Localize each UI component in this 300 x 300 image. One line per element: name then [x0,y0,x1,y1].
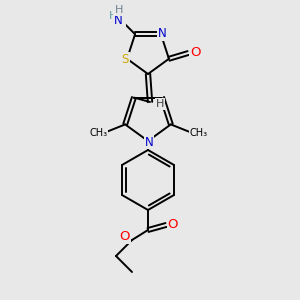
Text: CH₃: CH₃ [190,128,208,138]
Text: N: N [114,14,123,27]
Text: O: O [120,230,130,242]
Text: H: H [109,11,118,22]
Text: N: N [158,27,166,40]
Text: H: H [156,99,164,109]
Text: CH₃: CH₃ [89,128,107,138]
Text: O: O [190,46,200,59]
Text: S: S [122,53,129,66]
Text: O: O [168,218,178,230]
Text: N: N [145,136,153,148]
Text: H: H [115,5,124,16]
Text: N: N [116,15,125,28]
